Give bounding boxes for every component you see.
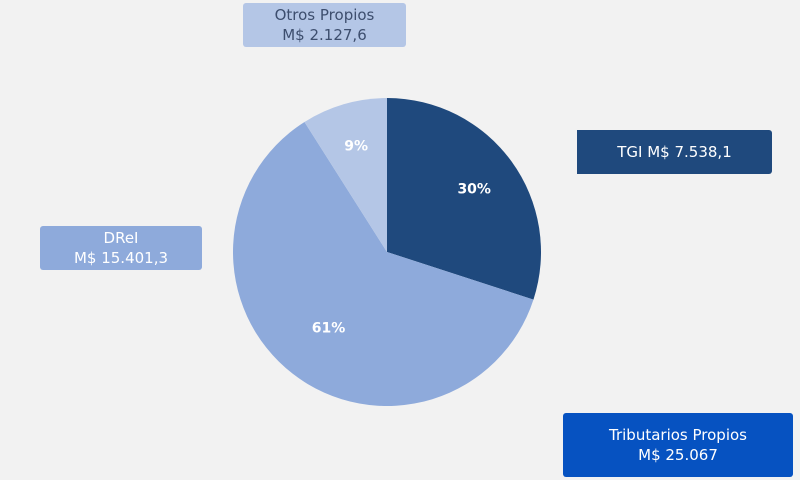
callout-otros-propios: Otros Propios M$ 2.127,6 [243,3,406,47]
pie-slice-otros-propios [304,98,387,252]
callout-otros-propios-name: Otros Propios [274,6,375,24]
callout-tgi: TGI M$ 7.538,1 [577,130,772,174]
pie-percent-label-otros-propios: 9% [344,139,368,155]
callout-total-name: Tributarios Propios [609,426,747,444]
callout-total-value: M$ 25.067 [638,446,718,464]
callout-tgi-label: TGI M$ 7.538,1 [617,143,732,161]
pie-slice-drei [232,121,534,406]
callout-otros-propios-value: M$ 2.127,6 [282,26,367,44]
pie-percent-labels: 30% 61% 9% [312,139,491,337]
pie-percent-label-tgi: 30% [457,182,491,198]
callout-drei-value: M$ 15.401,3 [73,249,169,267]
pie-slice-tgi [387,98,541,300]
callout-drei: DReI M$ 15.401,3 [40,226,202,270]
pie-percent-label-drei: 61% [312,320,346,336]
pie-slices [232,98,541,406]
callout-tributarios-propios-total: Tributarios Propios M$ 25.067 [563,413,793,477]
callout-drei-name: DReI [103,229,139,247]
